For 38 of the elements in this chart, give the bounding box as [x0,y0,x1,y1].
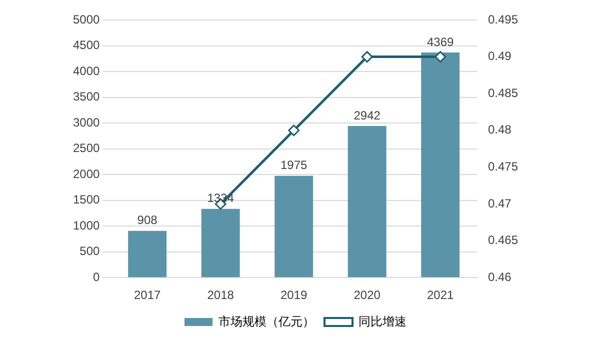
x-tick-label: 2018 [207,288,234,302]
y2-tick-label: 0.48 [488,122,512,137]
y-tick-label: 1500 [72,192,100,207]
point [434,51,446,63]
y2-tick-label: 0.49 [488,49,512,64]
x-tick-label: 2021 [426,288,454,302]
text: 2942 [354,108,380,122]
text: 908 [137,213,158,228]
x-tick-label: 2017 [134,288,161,302]
x-tick-label: 2020 [354,288,381,302]
text: 1975 [280,158,308,172]
y-tick-label: 4500 [72,38,100,52]
y2-tick-label: 0.475 [488,160,518,174]
y-tick-label: 2500 [72,141,100,156]
text: 4369 [426,34,454,49]
y2-tick-label: 0.495 [488,12,518,26]
y2-tick-label: 0.485 [488,86,518,100]
y-tick-label: 2000 [72,166,100,181]
y-tick-label: 500 [80,244,100,258]
y-tick-label: 4000 [72,64,100,78]
bar [348,126,386,278]
point [361,51,373,63]
y-tick-label: 3500 [72,90,100,104]
legend-label: 同比增速 [358,314,406,328]
point [288,124,300,136]
bar [128,230,167,278]
y2-tick-label: 0.46 [488,270,512,284]
y-tick-label: 1000 [72,218,100,232]
y-tick-label: 0 [93,270,100,284]
bar [201,208,240,278]
y-tick-label: 5000 [72,12,100,26]
bar [421,52,460,278]
x-tick-label: 2019 [280,288,308,302]
y2-tick-label: 0.47 [488,196,512,210]
y-tick-label: 3000 [72,115,100,130]
legend-label: 市场规模（亿元） [218,314,314,328]
y2-tick-label: 0.465 [488,233,518,248]
bar [274,176,314,278]
